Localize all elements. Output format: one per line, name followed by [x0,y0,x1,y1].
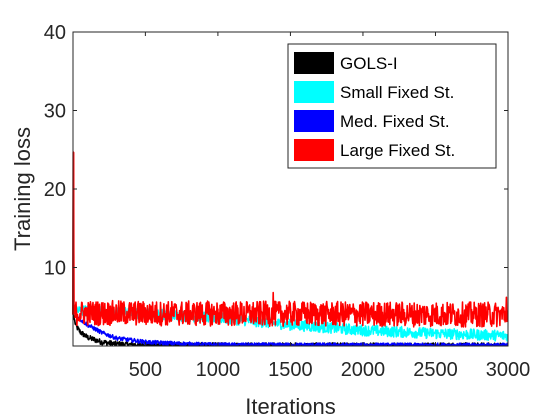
series-line-3 [72,151,509,328]
y-tick-label: 40 [44,22,66,44]
y-axis-label: Training loss [10,127,35,251]
legend-label-0: GOLS-I [340,54,398,73]
legend-label-1: Small Fixed St. [340,83,454,102]
legend-swatch-0 [294,52,334,74]
legend-swatch-1 [294,81,334,103]
x-tick-label: 2500 [413,359,458,381]
legend-label-3: Large Fixed St. [340,141,455,160]
y-tick-label: 20 [44,179,66,201]
x-tick-label: 1000 [196,359,241,381]
legend-swatch-3 [294,139,334,161]
x-tick-label: 500 [129,359,162,381]
x-tick-label: 2000 [341,359,386,381]
legend: GOLS-I Small Fixed St. Med. Fixed St. Large… [287,43,497,169]
legend-swatch-2 [294,110,334,132]
y-tick-label: 10 [44,258,66,280]
ticks-layer: 500 1000 1500 2000 2500 3000 10 20 30 40 [44,22,531,381]
legend-label-2: Med. Fixed St. [340,112,450,131]
x-axis-label: Iterations [245,394,336,419]
x-tick-label: 3000 [486,359,531,381]
x-tick-label: 1500 [268,359,313,381]
y-tick-label: 30 [44,101,66,123]
